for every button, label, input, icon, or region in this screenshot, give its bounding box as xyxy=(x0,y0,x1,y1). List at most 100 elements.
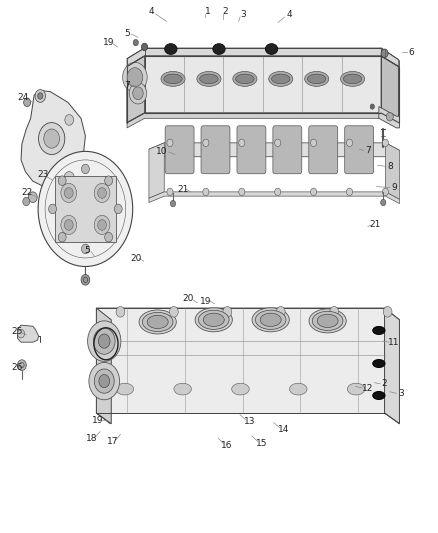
Circle shape xyxy=(239,139,245,147)
Text: 3: 3 xyxy=(398,389,404,398)
Circle shape xyxy=(49,204,57,214)
Ellipse shape xyxy=(312,311,343,330)
Circle shape xyxy=(386,112,393,121)
Circle shape xyxy=(381,199,386,206)
Circle shape xyxy=(105,176,113,185)
Text: 3: 3 xyxy=(240,11,246,19)
FancyBboxPatch shape xyxy=(273,126,302,174)
Text: 14: 14 xyxy=(278,425,290,433)
Polygon shape xyxy=(127,56,399,123)
Ellipse shape xyxy=(198,310,229,329)
Text: 4: 4 xyxy=(148,7,154,16)
Text: 19: 19 xyxy=(200,297,212,305)
Polygon shape xyxy=(96,308,111,424)
Circle shape xyxy=(64,188,73,198)
Ellipse shape xyxy=(290,383,307,395)
Circle shape xyxy=(105,232,113,242)
Text: 25: 25 xyxy=(11,327,22,336)
Ellipse shape xyxy=(305,71,328,86)
Ellipse shape xyxy=(255,310,286,329)
Circle shape xyxy=(61,215,77,235)
Circle shape xyxy=(239,188,245,196)
Circle shape xyxy=(28,192,37,203)
Ellipse shape xyxy=(373,359,385,368)
Text: 5: 5 xyxy=(85,246,91,255)
Circle shape xyxy=(141,43,148,51)
Ellipse shape xyxy=(317,314,338,327)
Ellipse shape xyxy=(373,391,385,400)
Ellipse shape xyxy=(142,312,173,332)
Circle shape xyxy=(383,306,392,317)
Text: 19: 19 xyxy=(103,38,114,47)
Text: 2: 2 xyxy=(223,7,228,16)
Text: 7: 7 xyxy=(365,146,371,155)
Circle shape xyxy=(170,200,176,207)
FancyBboxPatch shape xyxy=(55,176,116,242)
Ellipse shape xyxy=(233,71,257,86)
Circle shape xyxy=(275,188,281,196)
Circle shape xyxy=(64,220,73,230)
Ellipse shape xyxy=(232,383,249,395)
Circle shape xyxy=(330,306,339,317)
Circle shape xyxy=(127,68,143,87)
Circle shape xyxy=(94,369,114,393)
Text: 21: 21 xyxy=(369,221,381,229)
Ellipse shape xyxy=(268,71,293,86)
Circle shape xyxy=(38,93,43,99)
Text: 16: 16 xyxy=(221,441,233,449)
Circle shape xyxy=(81,244,89,254)
Circle shape xyxy=(58,232,66,242)
Circle shape xyxy=(39,123,65,155)
Ellipse shape xyxy=(139,310,176,334)
Text: 4: 4 xyxy=(286,11,292,19)
Circle shape xyxy=(133,87,143,100)
Ellipse shape xyxy=(309,309,346,333)
Circle shape xyxy=(89,362,120,400)
Ellipse shape xyxy=(165,44,177,54)
Polygon shape xyxy=(127,113,399,128)
Ellipse shape xyxy=(197,71,221,86)
Circle shape xyxy=(98,220,106,230)
Circle shape xyxy=(133,39,138,46)
Circle shape xyxy=(38,151,133,266)
Ellipse shape xyxy=(164,74,182,84)
Circle shape xyxy=(129,83,147,104)
Circle shape xyxy=(81,164,89,174)
FancyBboxPatch shape xyxy=(201,126,230,174)
Polygon shape xyxy=(379,107,399,128)
FancyBboxPatch shape xyxy=(345,126,374,174)
Ellipse shape xyxy=(236,74,254,84)
Circle shape xyxy=(24,98,31,107)
Polygon shape xyxy=(149,192,399,204)
Polygon shape xyxy=(96,308,385,413)
Polygon shape xyxy=(149,143,399,157)
Ellipse shape xyxy=(307,74,326,84)
Circle shape xyxy=(88,321,121,361)
Text: 20: 20 xyxy=(183,294,194,303)
Ellipse shape xyxy=(213,44,225,54)
Circle shape xyxy=(35,90,46,102)
Polygon shape xyxy=(381,56,399,123)
Circle shape xyxy=(275,139,281,147)
Circle shape xyxy=(94,183,110,203)
Text: 12: 12 xyxy=(362,384,374,392)
Circle shape xyxy=(114,204,122,214)
Text: 10: 10 xyxy=(156,148,168,156)
Circle shape xyxy=(44,129,60,148)
Text: 13: 13 xyxy=(244,417,255,425)
Text: 21: 21 xyxy=(177,185,189,193)
Ellipse shape xyxy=(272,74,290,84)
Circle shape xyxy=(93,328,115,354)
Circle shape xyxy=(370,104,374,109)
Circle shape xyxy=(18,329,25,338)
Circle shape xyxy=(99,334,110,348)
Circle shape xyxy=(81,274,90,285)
Circle shape xyxy=(167,188,173,196)
Circle shape xyxy=(23,197,30,206)
Circle shape xyxy=(203,188,209,196)
Circle shape xyxy=(61,183,77,203)
Circle shape xyxy=(65,115,74,125)
Polygon shape xyxy=(127,56,145,123)
Text: 17: 17 xyxy=(107,437,119,446)
Circle shape xyxy=(58,176,66,185)
